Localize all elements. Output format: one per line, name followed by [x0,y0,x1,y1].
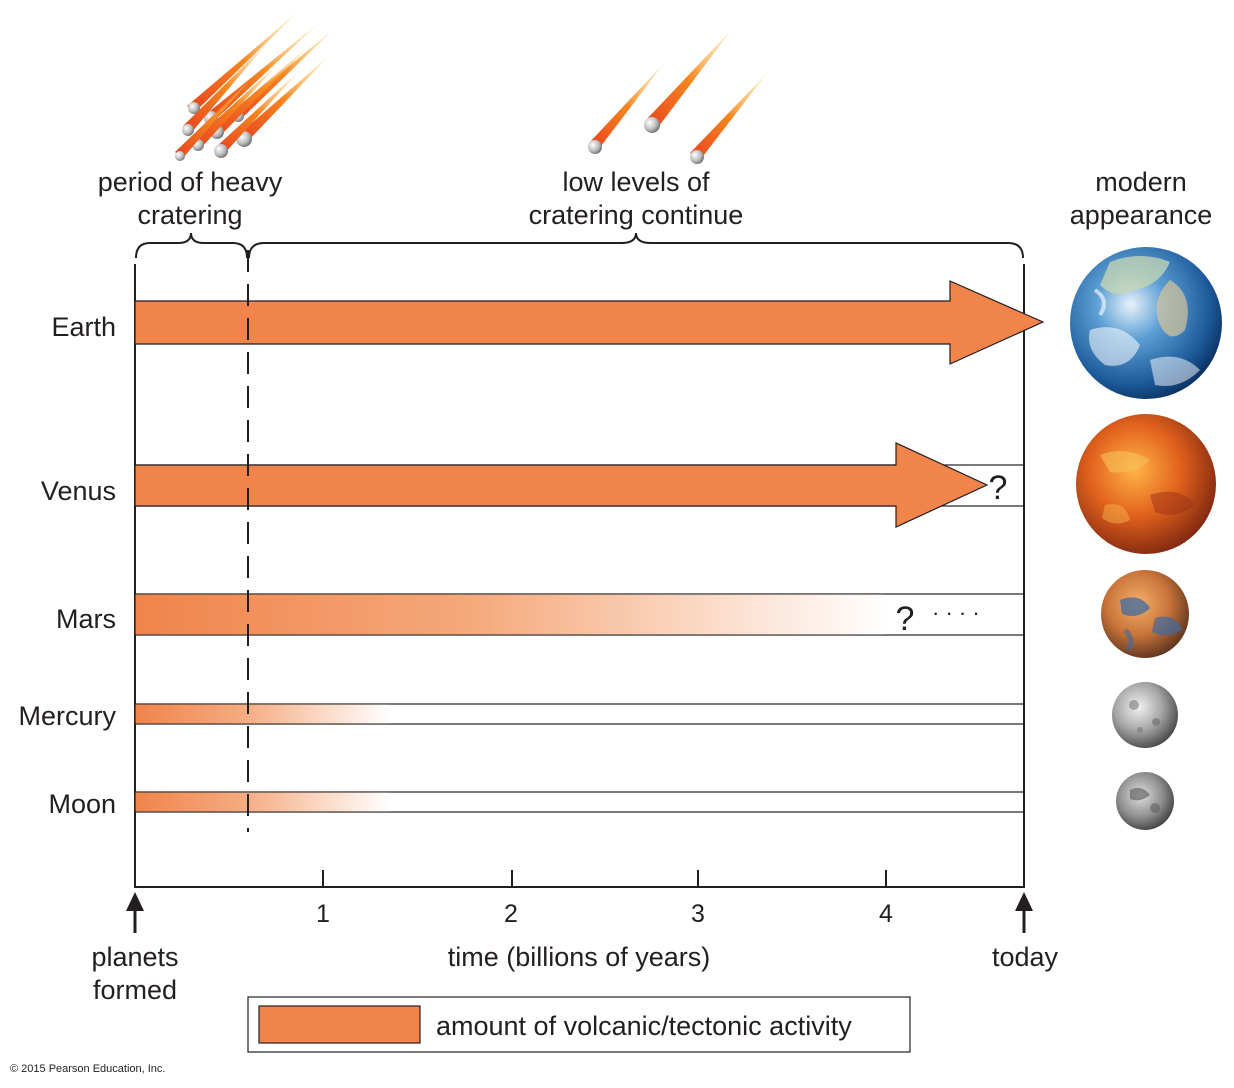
moon-activity-bar [135,792,391,812]
earth-activity-arrow [134,280,1045,365]
copyright-notice: © 2015 Pearson Education, Inc. [10,1063,165,1075]
meteor-icon [690,72,768,164]
row-label-moon: Moon [48,789,116,819]
heavy-cratering-meteors-icon [175,10,335,161]
moon-planet-image [1116,772,1174,830]
today-arrow-icon [1015,892,1033,933]
heavy-cratering-brace [135,232,248,259]
venus-activity-arrow [134,442,989,528]
mercury-activity-bar [135,704,391,724]
heavy-cratering-label-line2: cratering [137,200,242,230]
axis-tick-label: 3 [691,900,705,928]
low-cratering-brace [248,232,1024,259]
mars-planet-image [1101,570,1189,658]
mercury-row-outline [134,703,1025,725]
mercury-planet-image [1112,682,1178,748]
venus-uncertain-mark: ? [989,469,1008,507]
earth-planet-image [1070,247,1222,399]
row-label-earth: Earth [51,312,116,342]
legend: amount of volcanic/tectonic activity [247,996,911,1053]
modern-appearance-label-line2: appearance [1070,200,1213,230]
meteor-icon [187,10,300,114]
row-label-venus: Venus [41,476,116,506]
meteor-icon [644,28,733,133]
heavy-cratering-label-line1: period of heavy [98,167,283,197]
low-cratering-label-line1: low levels of [562,167,710,197]
venus-planet-image [1076,414,1216,554]
today-label: today [992,942,1059,972]
axis-tick-label: 1 [316,900,330,928]
axis-tick-label: 2 [504,900,518,928]
row-label-mars: Mars [56,604,116,634]
row-label-mercury: Mercury [18,701,116,731]
time-axis-title: time (billions of years) [448,942,711,972]
meteor-icon [214,70,300,158]
meteor-icon [182,40,270,136]
axis-tick-label: 4 [879,900,893,928]
mars-activity-bar [135,594,885,635]
meteor-icon [175,80,250,161]
legend-label: amount of volcanic/tectonic activity [436,1011,852,1041]
mars-row-outline [134,593,1025,636]
planets-formed-arrow-icon [126,892,144,933]
mars-uncertain-mark: ? [896,600,915,638]
low-cratering-label-line2: cratering continue [529,200,744,230]
mars-continuation-dots: · · · · [932,600,980,625]
legend-swatch [258,1005,421,1044]
planets-formed-label-line1: planets [91,942,178,972]
moon-row-outline [134,791,1025,813]
planets-formed-label-line2: formed [93,975,177,1005]
low-cratering-meteors-icon [588,28,768,164]
meteor-icon [588,62,665,154]
modern-appearance-label-line1: modern [1095,167,1187,197]
